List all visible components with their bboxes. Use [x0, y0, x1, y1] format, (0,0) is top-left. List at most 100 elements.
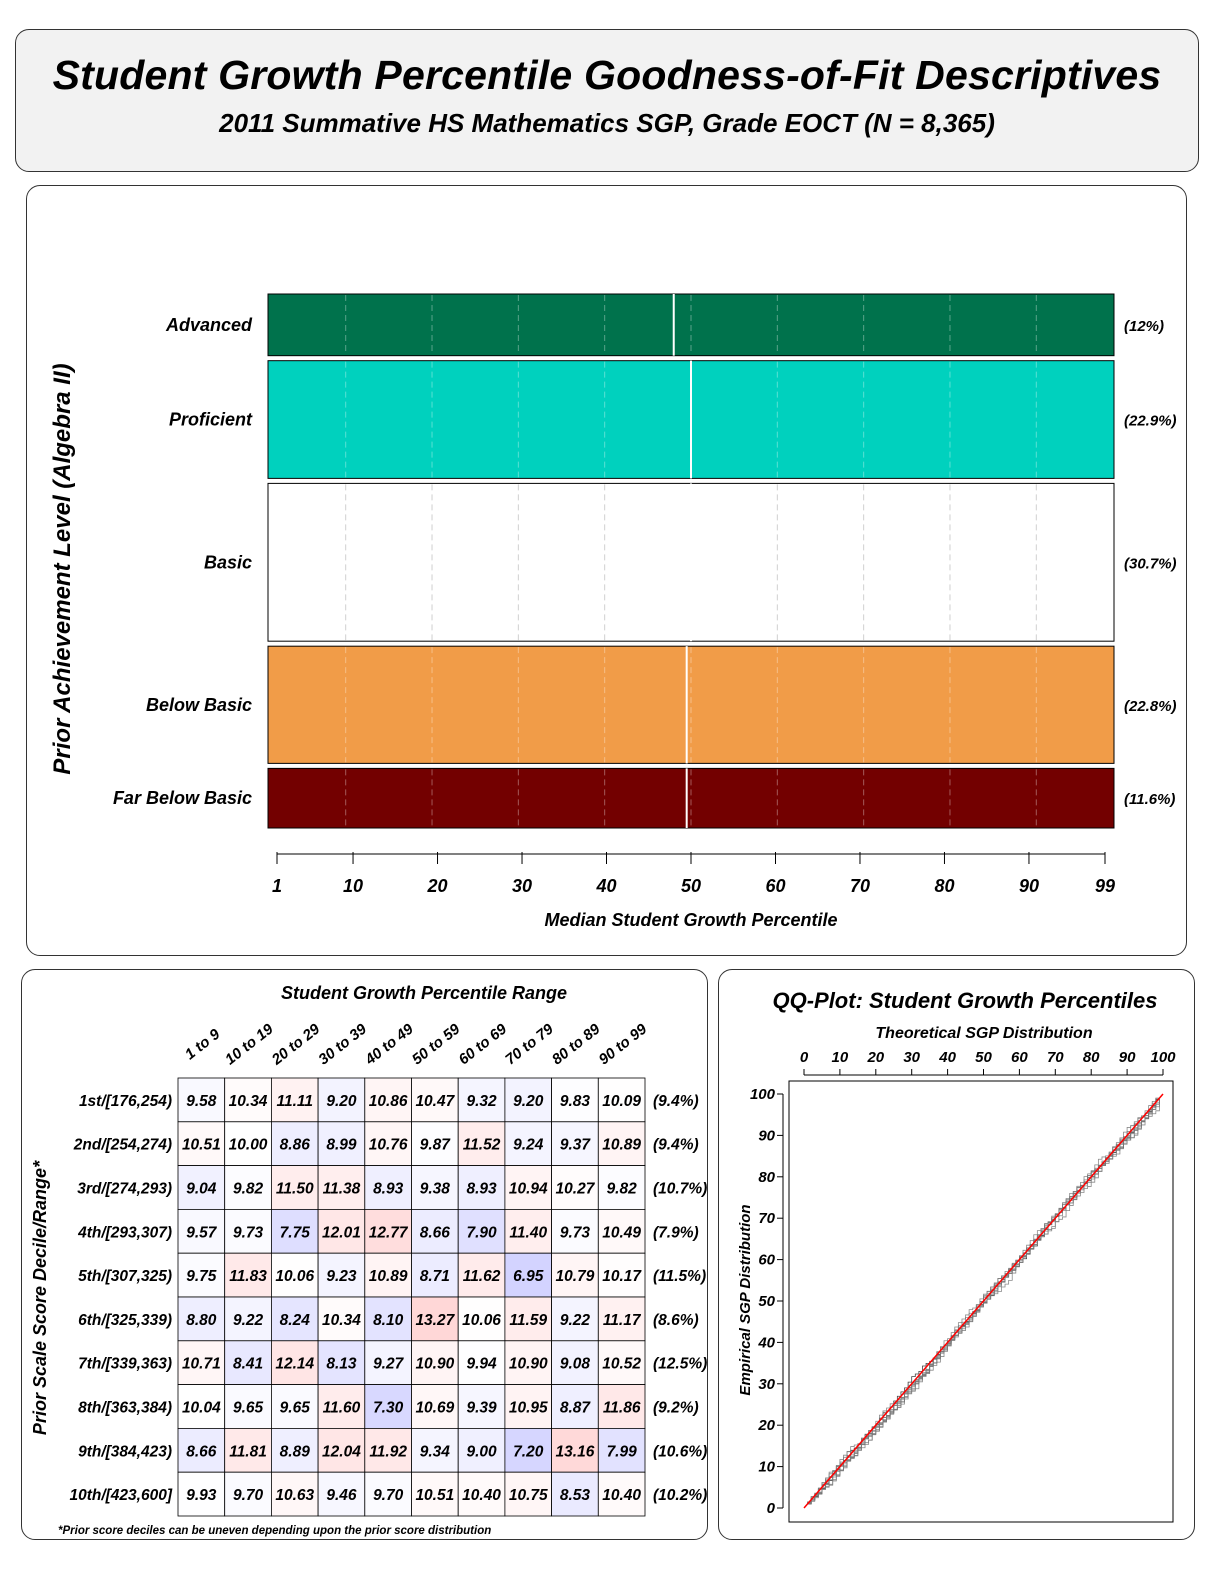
column-header: 20 to 29 [268, 1020, 324, 1069]
row-percent: (9.4%) [653, 1093, 699, 1110]
qq-x-tick-label: 70 [1047, 1049, 1064, 1066]
x-tick-label: 80 [934, 876, 954, 896]
cell-value: 9.70 [373, 1487, 404, 1504]
x-tick-label: 70 [850, 876, 870, 896]
cell-value: 11.17 [603, 1312, 642, 1329]
heatmap-cell [597, 1340, 646, 1385]
cell-value: 10.00 [229, 1137, 268, 1154]
cell-value: 9.38 [420, 1181, 451, 1198]
heatmap-cell [504, 1427, 552, 1473]
heatmap-cell [224, 1384, 272, 1429]
heatmap-cell [224, 1296, 272, 1342]
cell-value: 11.40 [509, 1224, 547, 1241]
x-axis-title: Median Student Growth Percentile [544, 910, 837, 930]
cell-value: 12.04 [322, 1443, 361, 1460]
heatmap-cell [597, 1471, 646, 1517]
heatmap-cell [224, 1208, 272, 1254]
qq-y-tick-label: 50 [758, 1293, 775, 1310]
cell-value: 6.95 [513, 1268, 544, 1285]
cell-value: 10.52 [602, 1356, 641, 1373]
cell-value: 12.14 [275, 1356, 314, 1373]
row-percent: (8.6%) [653, 1312, 699, 1329]
cell-value: 8.99 [326, 1137, 357, 1154]
heatmap-cell [224, 1427, 272, 1473]
heatmap-cell [270, 1384, 319, 1429]
cell-value: 9.46 [326, 1487, 357, 1504]
cell-value: 8.10 [373, 1312, 404, 1329]
cell-value: 9.93 [186, 1487, 217, 1504]
level-percent-4: (11.6%) [1124, 791, 1175, 808]
heatmap-cell [504, 1121, 552, 1167]
heatmap-cell [597, 1427, 646, 1473]
cell-value: 10.27 [556, 1181, 596, 1198]
heatmap-cell [317, 1121, 366, 1167]
cell-value: 9.73 [233, 1224, 264, 1241]
level-label-4: Far Below Basic [113, 788, 252, 808]
heatmap-cell [177, 1165, 226, 1210]
heatmap-cell [597, 1252, 646, 1298]
column-header: 90 to 99 [596, 1020, 651, 1068]
heatmap-cell [597, 1208, 646, 1254]
cell-value: 11.92 [369, 1443, 407, 1460]
heatmap-cell [597, 1296, 646, 1342]
bar-4 [267, 767, 1115, 829]
cell-value: 10.71 [182, 1356, 221, 1373]
row-percent: (9.4%) [653, 1137, 699, 1154]
level-percent-2: (30.7%) [1124, 555, 1177, 572]
qq-y-tick-label: 30 [758, 1376, 775, 1393]
heatmap-cell [457, 1296, 506, 1342]
cell-value: 10.17 [602, 1268, 642, 1285]
cell-value: 9.34 [420, 1443, 451, 1460]
heatmap-cell [364, 1471, 412, 1517]
sgp-decile-table-panel: Student Growth Percentile Range 1 to 9 10 … [21, 969, 708, 1540]
heatmap-cell [224, 1252, 272, 1298]
cell-value: 11.52 [463, 1137, 501, 1154]
heatmap-cell [551, 1121, 599, 1167]
heatmap-cell [364, 1384, 412, 1429]
heatmap-cell [551, 1471, 599, 1517]
cell-value: 11.86 [603, 1400, 641, 1417]
row-percent: (9.2%) [653, 1400, 699, 1417]
heatmap-cell [411, 1252, 459, 1298]
x-tick-label: 20 [427, 876, 448, 896]
column-header: 10 to 19 [222, 1020, 277, 1068]
row-label: 9th/[384,423) [78, 1443, 172, 1460]
cell-value: 10.40 [602, 1487, 641, 1504]
cell-value: 9.20 [513, 1093, 544, 1110]
row-percent: (10.6%) [653, 1443, 707, 1460]
cell-value: 9.58 [186, 1093, 217, 1110]
heatmap-cell [317, 1384, 366, 1429]
cell-value: 8.93 [373, 1181, 404, 1198]
cell-value: 8.66 [186, 1443, 217, 1460]
cell-value: 9.65 [280, 1400, 311, 1417]
qq-y-tick-label: 100 [750, 1086, 776, 1103]
heatmap-cell [364, 1077, 412, 1123]
row-label: 8th/[363,384) [78, 1400, 172, 1417]
column-header: 40 to 49 [361, 1020, 417, 1069]
median-sgp-bar-panel: Advanced (12%) Proficient (22.9%) Basic (30.7… [26, 185, 1187, 956]
column-header: 60 to 69 [456, 1020, 511, 1068]
heatmap-cell [504, 1296, 552, 1342]
cell-value: 7.30 [373, 1400, 404, 1417]
heatmap-cell [317, 1208, 366, 1254]
qq-empirical-series-7 [807, 1100, 1160, 1505]
x-tick-label: 1 [272, 876, 282, 896]
cell-value: 9.70 [233, 1487, 264, 1504]
title-panel: Student Growth Percentile Goodness-of-Fi… [15, 29, 1199, 172]
heatmap-cell [224, 1077, 272, 1123]
row-label: 4th/[293,307) [77, 1224, 172, 1241]
heatmap-cell [457, 1471, 506, 1517]
heatmap-cell [411, 1340, 459, 1385]
cell-value: 9.39 [466, 1400, 497, 1417]
qq-y-tick-label: 70 [758, 1210, 775, 1227]
row-label: 1st/[176,254) [79, 1093, 172, 1110]
heatmap-cell [411, 1296, 459, 1342]
level-label-0: Advanced [165, 315, 253, 335]
x-tick-label: 99 [1095, 876, 1115, 896]
heatmap-cell [224, 1471, 272, 1517]
cell-value: 10.75 [509, 1487, 548, 1504]
qq-x-tick-label: 10 [832, 1049, 849, 1066]
cell-value: 10.76 [369, 1137, 408, 1154]
qq-x-tick-label: 90 [1119, 1049, 1136, 1066]
cell-value: 9.27 [373, 1356, 405, 1373]
